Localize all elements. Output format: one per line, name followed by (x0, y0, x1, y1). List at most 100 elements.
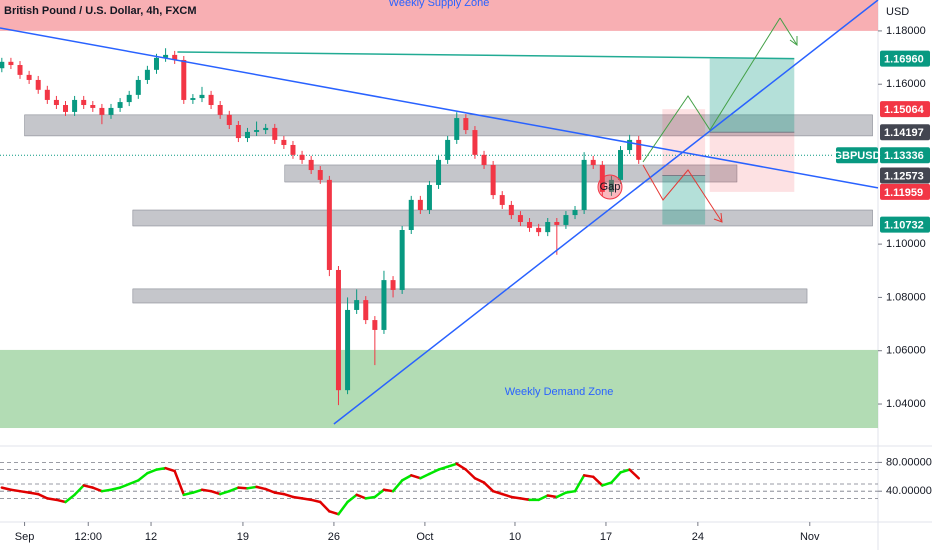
rsi-segment (282, 492, 295, 499)
candle-body (454, 118, 460, 140)
candle-body (381, 280, 387, 330)
rsi-segment (264, 487, 277, 494)
candle-body (72, 99, 78, 112)
candle-body (17, 65, 23, 75)
rsi-segment (619, 468, 631, 474)
rsi-segment (100, 488, 113, 493)
candle-body (153, 57, 159, 70)
candle-body (172, 54, 178, 60)
overlay: Gap British Pound / U.S. Dollar, 4h, FXC… (4, 5, 909, 223)
rsi-segment (482, 481, 495, 493)
candle-body (481, 154, 487, 165)
candle-body (190, 98, 196, 100)
rsi-segment (564, 489, 577, 494)
price-label-box (880, 183, 930, 200)
candle-body (308, 159, 314, 171)
candle-body (208, 94, 214, 106)
candle-body (81, 99, 87, 106)
candle-body (572, 210, 578, 216)
candle-body (90, 105, 96, 108)
rsi-segment (455, 462, 468, 471)
candle-body (554, 221, 560, 225)
candle-body (590, 159, 596, 165)
candle-body (144, 69, 150, 80)
price-label-box (880, 124, 930, 141)
candle-body (354, 300, 360, 310)
candle-body (536, 227, 542, 233)
candle-body (163, 54, 169, 58)
candle-body (490, 164, 496, 196)
price-label: 1.11959 (884, 187, 923, 199)
y-tick-label: 1.16000 (886, 78, 926, 90)
rsi-segment (55, 498, 67, 504)
rsi-segment (46, 497, 58, 502)
candle-body (335, 269, 341, 391)
candle-body (199, 94, 205, 99)
rsi-segment (246, 485, 258, 490)
candle-body (317, 170, 323, 180)
rsi-segment (346, 493, 358, 504)
gap-label: Gap (600, 181, 621, 193)
y-tick-label: 1.06000 (886, 345, 926, 357)
rsi-segment (610, 471, 622, 484)
rsi-segment (537, 494, 549, 502)
candle-body (35, 79, 41, 90)
y-axis-label: USD (886, 6, 909, 18)
position-stop (709, 132, 795, 192)
rsi-segment (228, 486, 240, 493)
rsi-segment (355, 493, 368, 500)
x-tick-label: 17 (600, 531, 612, 543)
price-label-box (880, 147, 930, 164)
rsi-segment (391, 479, 404, 493)
candle-body (618, 150, 624, 180)
trendline (333, 0, 879, 425)
candle-body (390, 280, 396, 290)
candle-body (63, 105, 69, 112)
chart-title: British Pound / U.S. Dollar, 4h, FXCM (4, 5, 197, 17)
zone-label: Weekly Demand Zone (505, 386, 614, 398)
projection-up (642, 17, 781, 163)
rsi-segment (573, 474, 586, 493)
rsi-segment (82, 484, 95, 489)
candle-body (499, 195, 505, 205)
candle-body (217, 105, 223, 115)
price-label: 1.16960 (884, 54, 924, 66)
rsi-segment (18, 489, 31, 494)
x-tick-label: Sep (15, 531, 35, 543)
rsi-segment (109, 486, 122, 492)
projection-down (642, 164, 723, 223)
rsi-segment (382, 488, 395, 493)
x-tick-label: 26 (328, 531, 340, 543)
rsi-segment (319, 500, 331, 513)
rsi-segment (9, 488, 22, 493)
candle-body (527, 221, 533, 228)
rsi-segment (582, 474, 595, 479)
candle-body (99, 107, 105, 115)
candle-body (508, 204, 514, 216)
candle-body (372, 320, 378, 330)
price-label-box (880, 216, 930, 233)
x-tick-label: 12 (145, 531, 157, 543)
x-tick-label: Nov (800, 531, 820, 543)
rsi-segment (291, 495, 304, 500)
price-label-box (880, 167, 930, 184)
rsi-segment (164, 466, 176, 473)
y-tick-label: 1.08000 (886, 291, 926, 303)
level-box (132, 288, 808, 304)
candle-body (135, 79, 141, 95)
rsi-segment (91, 486, 104, 493)
candle-body (108, 107, 114, 115)
zone-label: Weekly Supply Zone (389, 0, 490, 9)
candle-body (517, 215, 523, 222)
rsi-segment (64, 493, 76, 504)
rsi-segment (309, 498, 322, 504)
candle-body (44, 89, 50, 100)
rsi-segment (446, 462, 458, 468)
x-tick-label: Oct (416, 531, 433, 543)
rsi-segment (337, 500, 349, 516)
x-tick-label: 24 (692, 531, 704, 543)
rsi-segment (555, 491, 568, 499)
candle-body (244, 131, 250, 139)
